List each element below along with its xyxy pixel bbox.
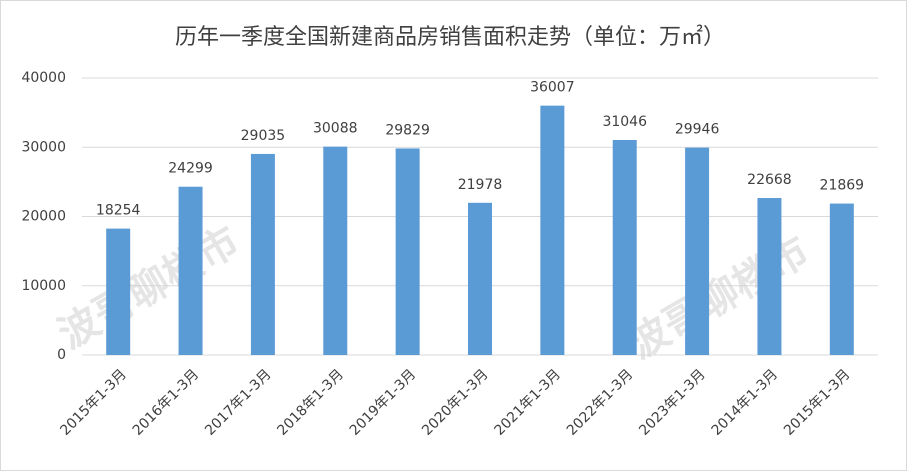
value-label: 18254: [96, 203, 141, 219]
y-tick-label: 0: [57, 347, 66, 363]
y-tick-label: 20000: [21, 209, 66, 225]
value-label: 29829: [385, 122, 430, 138]
bar: [540, 105, 565, 356]
value-label: 29946: [675, 122, 720, 138]
value-label: 29035: [241, 128, 286, 144]
value-label: 22668: [747, 172, 792, 188]
bar: [468, 202, 492, 355]
chart-title: 历年一季度全国新建商品房销售面积走势（单位：万㎡）: [175, 24, 725, 50]
value-label: 21869: [820, 178, 865, 194]
y-tick-label: 40000: [21, 70, 66, 86]
bar: [829, 203, 854, 355]
value-label: 24299: [168, 161, 213, 177]
value-label: 30088: [313, 121, 358, 137]
bar: [178, 186, 203, 355]
y-tick-label: 10000: [21, 278, 66, 294]
value-label: 31046: [602, 114, 647, 130]
bar: [106, 228, 131, 355]
bar: [685, 147, 710, 355]
bar: [395, 148, 420, 355]
value-label: 21978: [458, 177, 503, 193]
bar: [250, 153, 275, 355]
bar: [323, 146, 348, 355]
value-label: 36007: [530, 80, 575, 96]
bar: [757, 198, 782, 355]
y-tick-label: 30000: [21, 139, 66, 155]
bar: [612, 140, 637, 355]
